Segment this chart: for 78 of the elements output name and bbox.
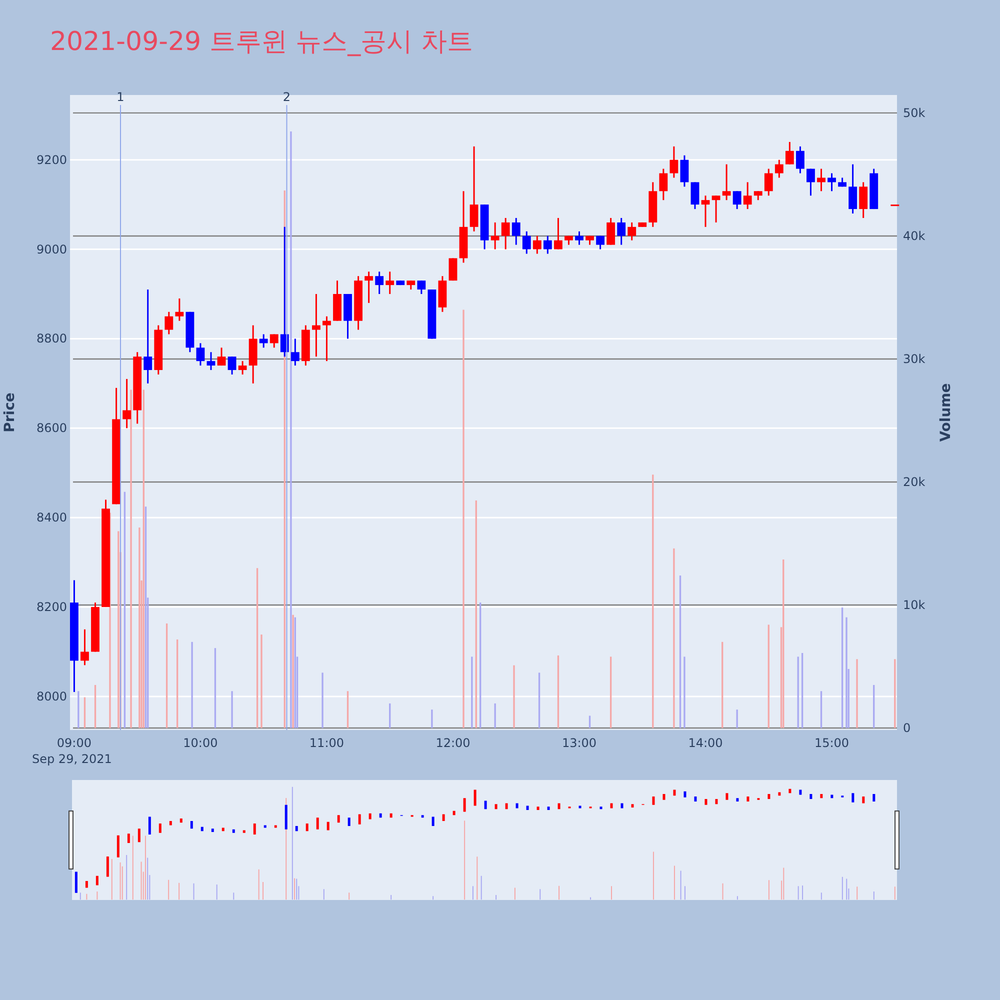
candlestick	[175, 298, 184, 322]
candlestick	[364, 270, 374, 304]
candlestick	[796, 146, 804, 174]
candlestick	[596, 235, 604, 250]
candlestick	[575, 230, 584, 246]
candlestick	[144, 288, 152, 384]
candlestick	[501, 217, 510, 250]
candlestick	[164, 311, 174, 335]
candlestick	[80, 628, 89, 666]
candlestick	[259, 333, 268, 348]
candlestick	[743, 181, 752, 210]
candlestick	[238, 360, 247, 376]
y2-tick-label: 40k	[903, 228, 926, 243]
y-tick-label: 9200	[36, 152, 67, 167]
x-tick-label: 14:00	[688, 736, 723, 750]
candlestick	[532, 235, 542, 254]
candlestick	[290, 338, 300, 366]
candlestick	[386, 270, 394, 295]
candlestick	[628, 222, 636, 242]
candlestick	[228, 356, 236, 376]
y-tick-label: 8000	[36, 689, 67, 704]
x-tick-label: 09:00	[56, 736, 92, 750]
y2-axis-title: Volume	[938, 383, 954, 442]
candlestick	[196, 342, 205, 366]
x-tick-label: 12:00	[436, 736, 470, 750]
candlestick	[670, 146, 678, 178]
chart-title: 2021-09-29 트루윈 뉴스_공시 차트	[50, 27, 473, 57]
candlestick	[417, 280, 426, 295]
y-tick-label: 8400	[36, 510, 67, 525]
candlestick	[270, 333, 278, 348]
candlestick	[470, 146, 478, 232]
candlestick	[217, 346, 226, 366]
candlestick	[617, 217, 626, 246]
candlestick	[732, 190, 742, 210]
candlestick	[448, 257, 458, 282]
candlestick	[701, 194, 710, 228]
y2-tick-label: 10k	[903, 598, 926, 612]
y-tick-label: 8200	[36, 600, 67, 614]
candlestick	[659, 168, 668, 201]
candlestick	[312, 293, 320, 358]
text: Sep 29, 2021	[32, 752, 112, 766]
x-tick-label: 10:00	[183, 736, 218, 750]
candlestick	[712, 194, 720, 224]
candlestick	[817, 168, 826, 192]
y-tick-label: 9000	[36, 242, 67, 256]
ref-line-label: 1	[116, 90, 124, 104]
x-tick-label: 11:00	[309, 736, 344, 750]
candlestick	[375, 270, 384, 295]
y2-tick-label: 50k	[903, 106, 926, 120]
x-tick-label: 15:00	[814, 736, 850, 750]
y2-tick-label: 30k	[903, 352, 926, 366]
y-tick-label: 8600	[36, 421, 67, 436]
candlestick	[554, 217, 562, 250]
candlestick	[606, 217, 616, 246]
candlestick	[512, 217, 520, 246]
candlestick	[859, 181, 868, 219]
candlestick	[280, 226, 289, 358]
candlestick	[522, 230, 531, 254]
y2-tick-label: 0	[903, 721, 911, 736]
candlestick	[764, 168, 773, 196]
x-tick-label: 13:00	[562, 736, 597, 750]
candlestick	[206, 351, 216, 371]
y2-tick-label: 20k	[903, 475, 926, 490]
candlestick	[490, 222, 500, 250]
y-axis-title: Price	[2, 392, 18, 432]
candlestick	[722, 164, 731, 201]
candlestick	[848, 164, 858, 214]
y-tick-label: 8800	[36, 332, 67, 346]
candlestick	[322, 316, 331, 362]
candlestick	[543, 235, 552, 254]
candlestick	[122, 378, 132, 429]
candlestick	[680, 154, 689, 188]
candlestick	[828, 172, 836, 192]
ref-line-label: 2	[282, 90, 291, 104]
candlestick	[774, 159, 784, 178]
candlestick	[806, 168, 815, 196]
candlestick	[785, 141, 794, 166]
candlestick	[690, 181, 700, 210]
